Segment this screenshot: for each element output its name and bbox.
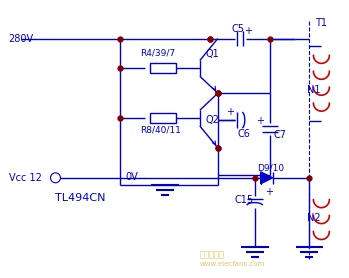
Bar [150,113,176,123]
Text: +: + [244,26,252,36]
Text: R8/40/11: R8/40/11 [140,126,181,135]
Text: Vcc 12: Vcc 12 [9,173,42,183]
Text: N1: N1 [307,85,321,95]
Text: C6: C6 [238,129,251,139]
Text: R4/39/7: R4/39/7 [140,49,175,58]
Text: T1: T1 [315,18,327,28]
Text: C7: C7 [274,130,287,140]
Text: C15: C15 [235,195,254,205]
Polygon shape [261,172,273,184]
Text: 0V: 0V [125,172,138,182]
Text: N2: N2 [307,213,321,223]
Bar [150,63,176,73]
Text: 电子发烧友: 电子发烧友 [200,250,225,259]
Text: +: + [256,116,264,126]
Text: Q2: Q2 [206,115,220,125]
Text: +: + [265,187,273,197]
Text: D9/10: D9/10 [257,163,284,172]
Text: www.elecfans.com: www.elecfans.com [200,261,265,267]
Text: +: + [226,107,234,117]
Text: C5: C5 [232,24,245,34]
Text: TL494CN: TL494CN [55,193,106,203]
Text: Q1: Q1 [206,49,220,59]
Text: 280V: 280V [9,34,34,43]
